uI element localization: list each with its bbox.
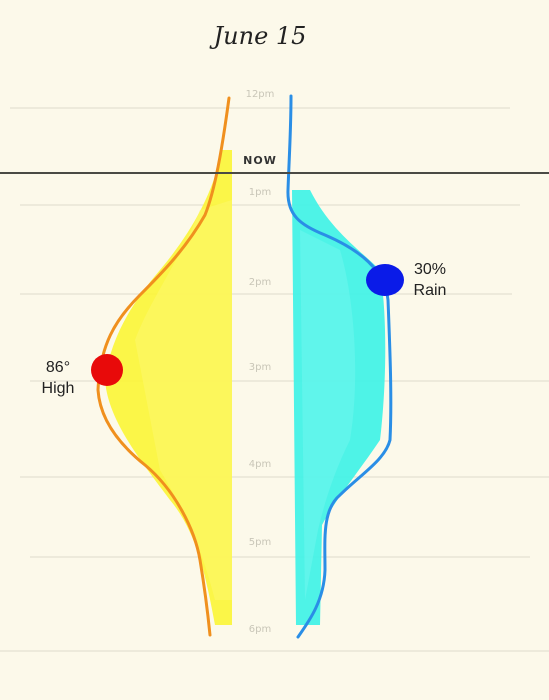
temperature-fill	[105, 150, 232, 625]
rain-annotation: 30% Rain	[404, 259, 456, 301]
temperature-high-annotation: 86° High	[30, 357, 86, 399]
page-title: June 15	[213, 22, 307, 50]
temperature-line	[96, 96, 231, 637]
rain-fill	[292, 190, 386, 625]
temperature-high-label: High	[41, 380, 75, 397]
hour-label: 2pm	[248, 277, 272, 288]
temperature-fill-highlight	[135, 200, 232, 600]
hour-label: 1pm	[248, 187, 272, 198]
rain-label: Rain	[413, 282, 447, 299]
now-label: NOW	[243, 154, 277, 167]
rain-peak-marker	[366, 264, 404, 296]
hour-label: 5pm	[248, 537, 272, 548]
rain-value: 30%	[413, 261, 447, 278]
rain-line	[286, 94, 393, 639]
hour-label: 4pm	[248, 459, 272, 470]
temperature-high-marker	[91, 354, 123, 386]
hour-label: 6pm	[248, 624, 272, 635]
hour-label: 12pm	[245, 89, 275, 100]
temperature-high-value: 86°	[45, 359, 71, 376]
rain-fill-highlight	[300, 230, 356, 600]
hour-label: 3pm	[248, 362, 272, 373]
